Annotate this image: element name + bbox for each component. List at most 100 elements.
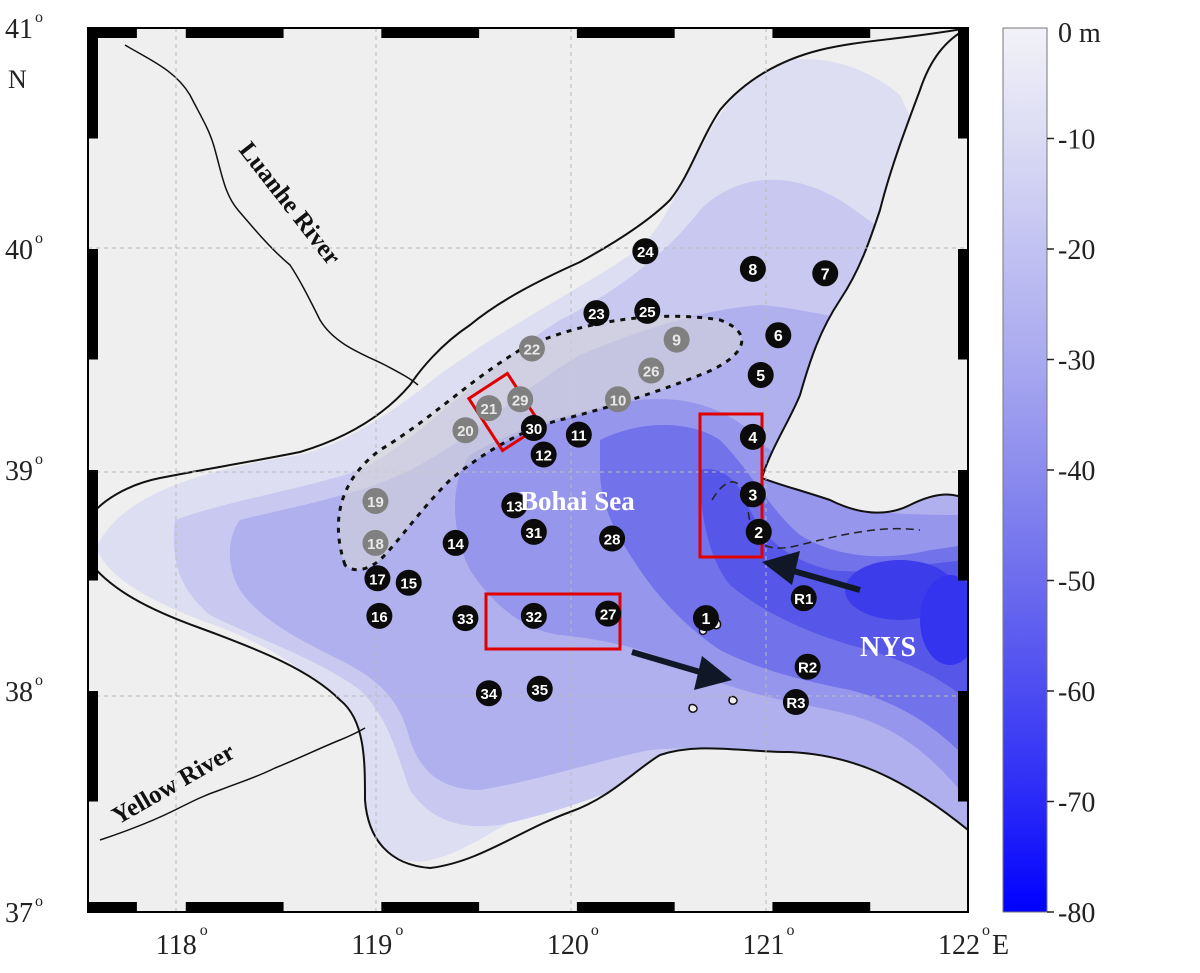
lat-tick-label: 41 xyxy=(5,14,33,45)
lon-tick-degree: o xyxy=(786,922,794,939)
station-label: 21 xyxy=(481,401,498,418)
station-dot xyxy=(501,492,528,519)
colorbar-tick-label: -50 xyxy=(1058,567,1095,598)
station-marker: R3 xyxy=(782,689,809,716)
colorbar-tick-label: -80 xyxy=(1058,898,1095,929)
colorbar-tick-label: -60 xyxy=(1058,677,1095,708)
station-dot xyxy=(739,423,766,450)
depth-zone-60m-east xyxy=(920,575,968,665)
station-dot xyxy=(565,421,592,448)
study-zone-outline xyxy=(337,314,744,572)
station-dot xyxy=(765,322,792,349)
frame-bar-segment xyxy=(772,902,871,912)
station-marker: 9 xyxy=(663,326,690,353)
station-marker: 3 xyxy=(739,481,766,508)
station-marker: 26 xyxy=(638,357,665,384)
station-dot xyxy=(692,605,719,632)
station-marker: 1 xyxy=(692,605,719,632)
frame-bar-segment xyxy=(88,249,98,360)
station-marker: 35 xyxy=(526,675,553,702)
station-marker: R1 xyxy=(790,585,817,612)
frame-bar-segment xyxy=(576,28,675,38)
station-marker: 29 xyxy=(507,386,534,413)
station-dot xyxy=(530,441,557,468)
lat-tick-degree: o xyxy=(35,893,43,910)
highlight-box-27-32 xyxy=(484,592,622,651)
lon-tick-label: 119 xyxy=(351,930,392,961)
river-luanhe xyxy=(124,44,419,386)
station-label: 7 xyxy=(821,266,830,283)
station-marker: 25 xyxy=(634,297,661,324)
station-dot xyxy=(520,602,547,629)
station-dot xyxy=(475,680,502,707)
station-dot xyxy=(452,605,479,632)
station-marker: 11 xyxy=(565,421,592,448)
station-dot xyxy=(745,518,772,545)
station-dot xyxy=(442,529,469,556)
frame-bar-segment xyxy=(381,28,480,38)
station-marker: 27 xyxy=(595,600,622,627)
lat-tick-label: 40 xyxy=(5,235,33,266)
station-dot xyxy=(747,361,774,388)
station-label: 26 xyxy=(643,364,660,381)
station-marker: 28 xyxy=(599,525,626,552)
frame-bar-segment xyxy=(88,470,98,581)
station-label: 30 xyxy=(526,421,543,438)
station-marker: 31 xyxy=(520,518,547,545)
station-label: 31 xyxy=(526,525,543,542)
arrow-nys-inflow xyxy=(762,551,861,593)
lat-tick-label: 37 xyxy=(5,898,33,929)
station-marker: 32 xyxy=(520,602,547,629)
station-label: 34 xyxy=(481,686,498,703)
station-dot xyxy=(366,602,393,629)
frame-bars xyxy=(88,28,968,912)
station-marker: 15 xyxy=(395,569,422,596)
station-label: 27 xyxy=(600,607,617,624)
station-label: 1 xyxy=(702,611,711,628)
lat-tick-label: 38 xyxy=(5,677,33,708)
station-dot xyxy=(595,600,622,627)
stations-layer: 1234567811121314151617232425272830313233… xyxy=(362,238,839,716)
station-label: 22 xyxy=(524,341,541,358)
lon-tick-degree: o xyxy=(395,922,403,939)
colorbar-tick-label: -10 xyxy=(1058,125,1095,156)
station-dot-grey xyxy=(663,326,690,353)
station-dot xyxy=(599,525,626,552)
frame-bar-segment xyxy=(958,249,968,360)
station-label: 13 xyxy=(506,498,523,515)
station-dot-grey xyxy=(452,417,479,444)
station-dot xyxy=(583,300,610,327)
lon-tick-degree: o xyxy=(591,922,599,939)
station-label: 6 xyxy=(774,328,783,345)
station-marker: R2 xyxy=(794,653,821,680)
graticule xyxy=(88,28,968,912)
frame-bar-segment xyxy=(88,28,98,139)
station-marker: 16 xyxy=(366,602,393,629)
station-marker: 6 xyxy=(765,322,792,349)
station-dot-grey xyxy=(604,386,631,413)
lat-tick-degree: o xyxy=(35,451,43,468)
station-dot xyxy=(739,255,766,282)
station-label: 20 xyxy=(457,423,474,440)
colorbar-tick-label: -30 xyxy=(1058,346,1095,377)
lon-tick-label: 120 xyxy=(547,930,589,961)
station-label: 32 xyxy=(526,609,543,626)
frame-bar-segment xyxy=(88,28,137,38)
station-dot xyxy=(634,297,661,324)
station-dot xyxy=(790,585,817,612)
channel-contour xyxy=(711,481,921,549)
land-north xyxy=(88,28,968,520)
station-label: 10 xyxy=(610,392,627,409)
station-marker: 4 xyxy=(739,423,766,450)
station-dot-grey xyxy=(638,357,665,384)
station-marker: 2 xyxy=(745,518,772,545)
station-label: 8 xyxy=(748,262,757,279)
station-label: 19 xyxy=(367,494,384,511)
lon-tick-label: 118 xyxy=(156,930,197,961)
station-dot-grey xyxy=(475,395,502,422)
river-yellow xyxy=(99,727,366,841)
station-label: 3 xyxy=(748,487,757,504)
colorbar-ticks: -10 -20 -30 -40 -50 -60 -70 -80 xyxy=(1047,125,1095,929)
station-dot xyxy=(794,653,821,680)
station-label: R1 xyxy=(794,591,813,608)
